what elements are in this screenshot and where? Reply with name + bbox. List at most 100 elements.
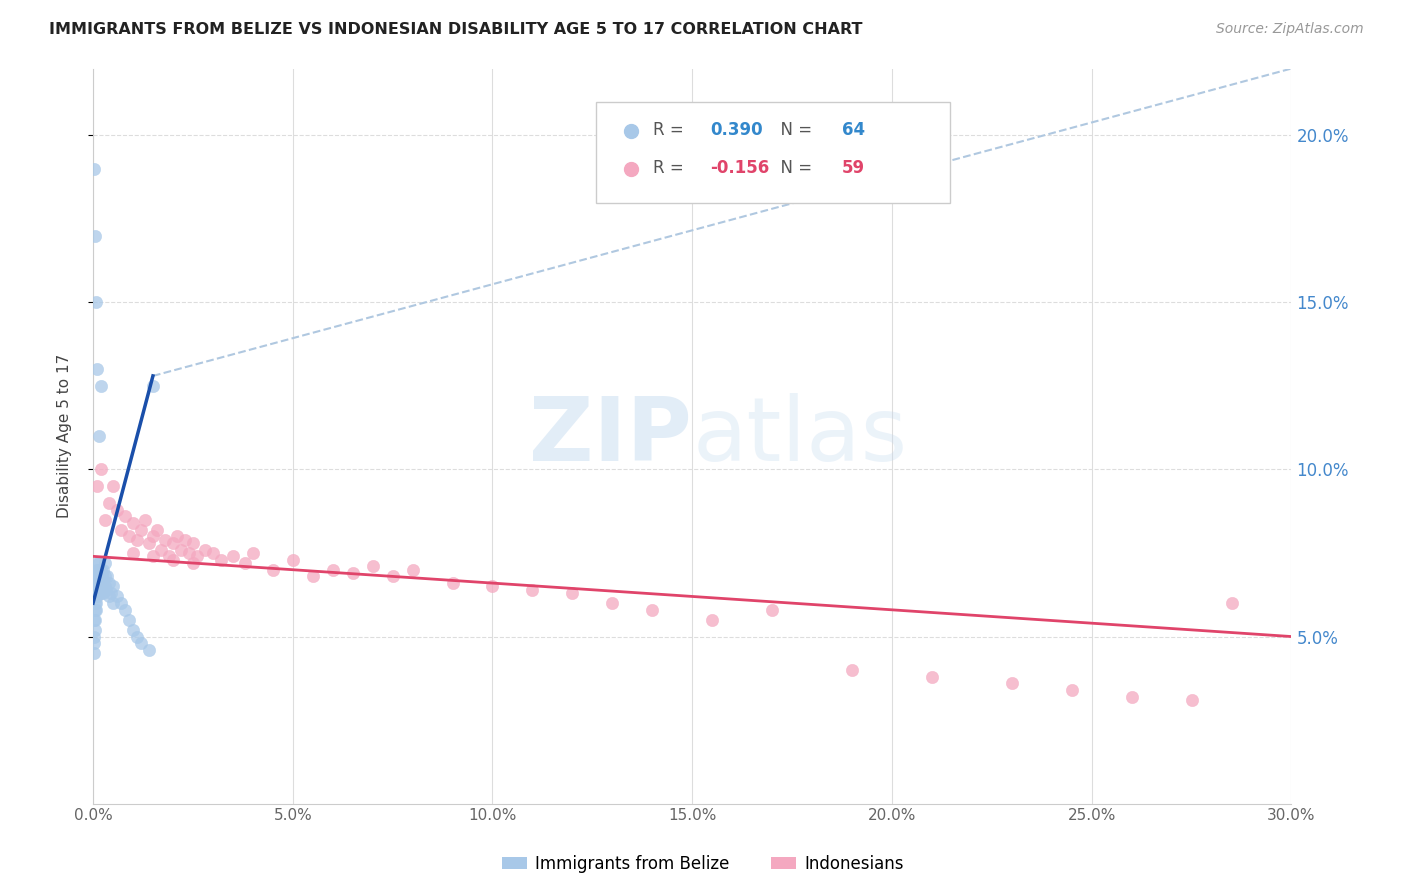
Point	[94, 569, 117, 583]
Point	[83, 161, 105, 176]
Point	[702, 613, 724, 627]
Point	[87, 582, 110, 597]
Point	[83, 623, 105, 637]
Point	[94, 556, 117, 570]
Point	[162, 536, 184, 550]
Point	[83, 630, 105, 644]
Point	[100, 586, 122, 600]
Point	[177, 546, 200, 560]
Point	[101, 596, 124, 610]
Point	[1001, 676, 1024, 690]
Point	[98, 496, 121, 510]
Point	[87, 576, 110, 591]
Point	[281, 552, 304, 566]
Point	[98, 590, 121, 604]
Y-axis label: Disability Age 5 to 17: Disability Age 5 to 17	[58, 354, 72, 518]
Point	[87, 429, 110, 443]
Point	[83, 603, 105, 617]
Point	[921, 670, 943, 684]
Point	[481, 579, 503, 593]
Point	[522, 582, 544, 597]
Point	[89, 569, 111, 583]
Point	[122, 516, 145, 530]
Point	[94, 582, 117, 597]
Point	[118, 529, 141, 543]
Point	[84, 579, 107, 593]
Point	[86, 362, 108, 376]
Point	[129, 636, 152, 650]
Point	[233, 556, 256, 570]
Point	[122, 623, 145, 637]
Text: -0.156: -0.156	[710, 159, 769, 177]
Point	[222, 549, 245, 564]
Text: 64: 64	[842, 120, 865, 138]
Point	[1121, 690, 1143, 704]
Point	[87, 579, 110, 593]
Point	[1220, 596, 1243, 610]
Point	[181, 536, 204, 550]
Text: N =: N =	[770, 120, 817, 138]
Point	[84, 603, 107, 617]
Point	[1181, 693, 1204, 707]
Point	[86, 556, 108, 570]
Point	[101, 479, 124, 493]
Point	[561, 586, 583, 600]
Point	[162, 552, 184, 566]
Point	[86, 479, 108, 493]
Point	[96, 569, 118, 583]
Point	[86, 586, 108, 600]
Point	[91, 569, 114, 583]
Point	[138, 536, 160, 550]
Point	[157, 549, 180, 564]
Point	[87, 569, 110, 583]
Point	[89, 563, 111, 577]
Point	[86, 576, 108, 591]
Point	[441, 576, 464, 591]
Point	[194, 542, 217, 557]
Point	[91, 586, 114, 600]
Point	[174, 533, 197, 547]
Point	[84, 613, 107, 627]
Point	[761, 603, 783, 617]
Point	[142, 549, 165, 564]
Text: R =: R =	[652, 159, 689, 177]
Point	[84, 582, 107, 597]
Point	[90, 573, 112, 587]
Point	[87, 556, 110, 570]
Point	[262, 563, 284, 577]
Point	[1060, 683, 1083, 698]
Point	[641, 603, 664, 617]
Point	[242, 546, 264, 560]
Point	[361, 559, 384, 574]
Point	[84, 596, 107, 610]
Text: 0.390: 0.390	[710, 120, 763, 138]
Point	[166, 529, 188, 543]
Point	[602, 596, 624, 610]
Point	[87, 563, 110, 577]
FancyBboxPatch shape	[596, 102, 950, 203]
Point	[118, 613, 141, 627]
Text: atlas: atlas	[692, 392, 907, 480]
Point	[94, 579, 117, 593]
Point	[90, 586, 112, 600]
Point	[841, 663, 863, 677]
Point	[91, 563, 114, 577]
Text: N =: N =	[770, 159, 817, 177]
Point	[86, 563, 108, 577]
Point	[149, 542, 172, 557]
Point	[201, 546, 224, 560]
Point	[342, 566, 364, 580]
Point	[110, 523, 132, 537]
Point	[401, 563, 423, 577]
Point	[93, 573, 115, 587]
Point	[122, 546, 145, 560]
Point	[146, 523, 169, 537]
Point	[90, 563, 112, 577]
Legend: Immigrants from Belize, Indonesians: Immigrants from Belize, Indonesians	[495, 848, 911, 880]
Point	[90, 462, 112, 476]
Point	[87, 569, 110, 583]
Point	[110, 596, 132, 610]
Point	[90, 576, 112, 591]
Point	[89, 579, 111, 593]
Point	[153, 533, 176, 547]
